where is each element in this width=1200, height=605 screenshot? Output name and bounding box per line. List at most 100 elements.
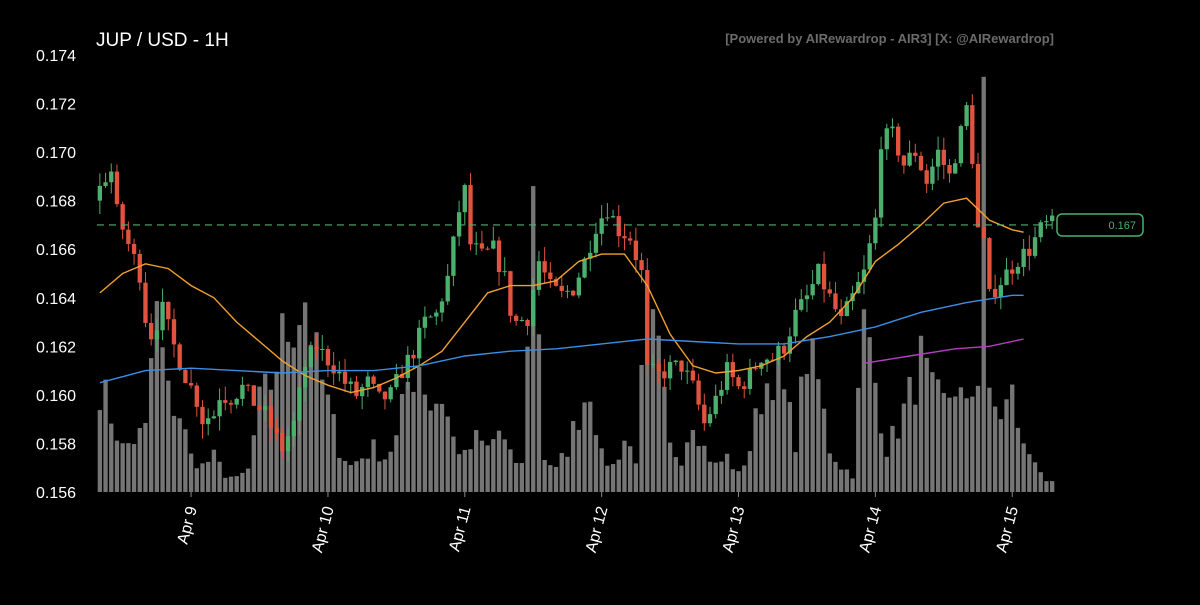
volume-bar bbox=[388, 451, 393, 492]
volume-bar bbox=[194, 468, 199, 492]
volume-bar bbox=[935, 379, 941, 492]
candle-body bbox=[394, 374, 399, 388]
candle-body bbox=[838, 309, 844, 316]
candle-body bbox=[285, 436, 291, 452]
volume-bar bbox=[593, 435, 599, 492]
candle-body bbox=[188, 383, 194, 386]
candle-body bbox=[907, 152, 912, 166]
volume-bar bbox=[907, 376, 912, 492]
candle-body bbox=[274, 427, 279, 433]
volume-bar bbox=[308, 344, 314, 492]
candle-body bbox=[257, 405, 262, 410]
volume-bar bbox=[342, 460, 348, 492]
candle-body bbox=[325, 348, 331, 366]
candle-body bbox=[1021, 248, 1026, 267]
volume-bar bbox=[411, 391, 416, 492]
candle-body bbox=[913, 152, 918, 156]
candle-body bbox=[930, 166, 935, 184]
candle-body bbox=[998, 285, 1003, 298]
volume-bar bbox=[724, 453, 730, 492]
candle-body bbox=[702, 404, 707, 424]
candle-body bbox=[439, 301, 445, 313]
candle-body bbox=[736, 377, 741, 387]
volume-bar bbox=[513, 462, 519, 492]
volume-bar bbox=[1010, 384, 1015, 492]
volume-bar bbox=[177, 418, 182, 492]
y-tick-label: 0.168 bbox=[36, 194, 76, 211]
current-price-box bbox=[1056, 213, 1144, 237]
volume-bar bbox=[331, 414, 336, 492]
volume-bar bbox=[314, 332, 319, 492]
candle-body bbox=[958, 126, 964, 164]
candle-body bbox=[417, 327, 422, 359]
volume-bar bbox=[633, 463, 639, 492]
candle-body bbox=[548, 272, 553, 280]
candle-body bbox=[781, 345, 787, 354]
candle-body bbox=[896, 126, 901, 156]
volume-bar bbox=[685, 442, 690, 492]
volume-bar bbox=[377, 461, 382, 492]
candle-body bbox=[342, 371, 348, 384]
candle-body bbox=[456, 212, 462, 237]
volume-bar bbox=[702, 445, 707, 492]
volume-bar bbox=[491, 439, 496, 492]
volume-bar bbox=[878, 433, 884, 492]
volume-bar bbox=[228, 476, 234, 492]
candle-body bbox=[217, 400, 222, 417]
candle-body bbox=[884, 128, 889, 150]
candle-body bbox=[513, 315, 519, 321]
volume-bar bbox=[816, 379, 821, 492]
moving-average-line bbox=[863, 338, 1024, 364]
candle-body bbox=[650, 363, 656, 365]
candle-body bbox=[1010, 269, 1015, 274]
candle-body bbox=[918, 155, 924, 171]
candle-body bbox=[103, 182, 108, 186]
volume-bar bbox=[508, 449, 513, 492]
volume-bar bbox=[827, 453, 832, 492]
candle-body bbox=[667, 362, 673, 379]
candle-body bbox=[975, 163, 981, 228]
volume-bar bbox=[1021, 443, 1026, 492]
volume-bar bbox=[422, 394, 428, 492]
candle-body bbox=[719, 389, 724, 396]
candle-body bbox=[359, 387, 365, 397]
candle-body bbox=[662, 371, 667, 379]
candle-body bbox=[639, 260, 644, 271]
candle-body bbox=[348, 381, 353, 384]
candle-body bbox=[502, 271, 507, 273]
candle-body bbox=[816, 263, 821, 285]
volume-bar bbox=[605, 465, 610, 492]
volume-bar bbox=[610, 464, 616, 492]
candles bbox=[97, 94, 1055, 462]
volume-bar bbox=[223, 477, 228, 492]
candle-body bbox=[251, 385, 256, 406]
candle-body bbox=[206, 418, 211, 425]
volume-bar bbox=[616, 459, 621, 492]
volume-bar bbox=[838, 469, 844, 492]
candle-body bbox=[519, 319, 524, 321]
candle-body bbox=[1038, 222, 1043, 238]
volume-bar bbox=[451, 436, 456, 492]
candle-body bbox=[844, 301, 850, 316]
volume-bar bbox=[109, 423, 114, 492]
volume-bar bbox=[582, 402, 587, 492]
candle-body bbox=[399, 374, 405, 379]
candle-body bbox=[605, 217, 610, 219]
volume-bar bbox=[154, 301, 160, 492]
candle-body bbox=[331, 365, 336, 374]
volume-bar bbox=[211, 449, 217, 492]
volume-bar bbox=[656, 335, 661, 492]
volume-bar bbox=[890, 425, 895, 492]
candle-body bbox=[622, 236, 627, 239]
candle-body bbox=[776, 345, 781, 361]
volume-bar bbox=[947, 397, 952, 492]
candle-body bbox=[713, 395, 718, 415]
y-tick-label: 0.166 bbox=[36, 242, 76, 259]
volume-bar bbox=[804, 373, 810, 492]
candle-body bbox=[314, 346, 319, 350]
volume-bar bbox=[137, 428, 142, 492]
candle-body bbox=[793, 309, 798, 337]
volume-bar bbox=[696, 446, 701, 492]
candle-body bbox=[804, 295, 810, 300]
